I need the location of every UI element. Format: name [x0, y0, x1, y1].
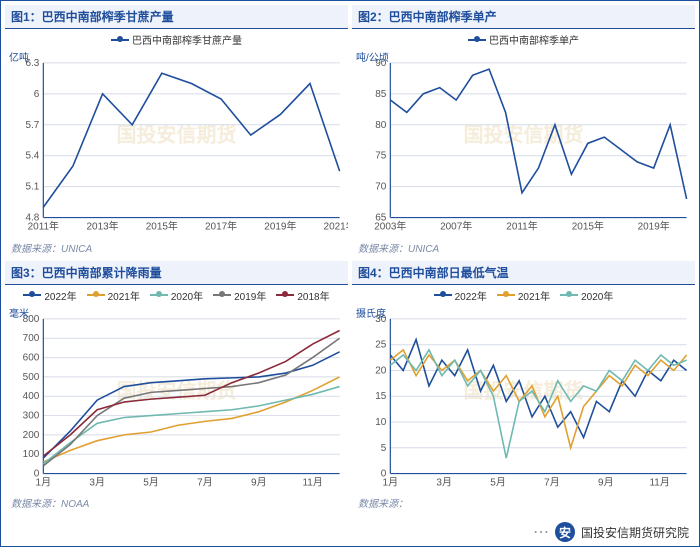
wechat-icon: ⋯: [533, 522, 549, 542]
panel-2-title: 图2：巴西中南部榨季单产: [352, 5, 695, 29]
svg-text:1月: 1月: [383, 476, 399, 488]
svg-text:2015年: 2015年: [572, 220, 604, 233]
svg-text:9月: 9月: [598, 476, 614, 488]
panel-1-source: 数据来源：UNICA: [5, 238, 348, 257]
panel-3-title: 图3：巴西中南部累计降雨量: [5, 261, 348, 285]
svg-text:2011年: 2011年: [28, 220, 59, 233]
svg-text:80: 80: [375, 120, 387, 131]
svg-text:2015年: 2015年: [146, 220, 178, 233]
svg-text:5.1: 5.1: [25, 182, 39, 193]
svg-text:2003年: 2003年: [374, 220, 406, 233]
svg-text:2017年: 2017年: [205, 220, 237, 233]
panel-4-source: 数据来源：: [352, 493, 695, 512]
svg-text:15: 15: [375, 391, 387, 402]
svg-text:1月: 1月: [36, 476, 52, 488]
svg-text:2013年: 2013年: [86, 220, 118, 233]
svg-text:600: 600: [23, 352, 40, 363]
brand-icon: 安: [555, 522, 575, 542]
svg-text:11月: 11月: [650, 476, 670, 488]
svg-text:700: 700: [23, 333, 40, 344]
svg-text:5.4: 5.4: [25, 151, 39, 162]
panel-2: 图2：巴西中南部榨季单产 国投安信期货6570758085902003年2007…: [352, 5, 695, 257]
panel-2-source: 数据来源：UNICA: [352, 238, 695, 257]
panel-4-chart: 国投安信期货0510152025301月3月5月7月9月11月2022年2021…: [352, 285, 695, 494]
panel-1: 图1：巴西中南部榨季甘蔗产量 国投安信期货4.85.15.45.766.3201…: [5, 5, 348, 257]
svg-text:5月: 5月: [490, 476, 506, 488]
svg-text:9月: 9月: [251, 476, 267, 488]
svg-text:70: 70: [375, 182, 387, 193]
svg-text:400: 400: [23, 391, 40, 402]
svg-text:5: 5: [381, 442, 387, 453]
svg-text:75: 75: [375, 151, 387, 162]
svg-text:2007年: 2007年: [440, 220, 472, 233]
svg-text:20: 20: [375, 365, 387, 376]
svg-text:25: 25: [375, 339, 387, 350]
panel-1-chart: 国投安信期货4.85.15.45.766.32011年2013年2015年201…: [5, 29, 348, 238]
svg-text:2019年: 2019年: [264, 220, 296, 233]
svg-text:2019年: 2019年: [638, 220, 670, 233]
panel-3-source: 数据来源：NOAA: [5, 493, 348, 512]
svg-text:7月: 7月: [197, 476, 213, 488]
svg-text:100: 100: [23, 449, 40, 460]
svg-text:300: 300: [23, 410, 40, 421]
panel-3-chart: 国投安信期货01002003004005006007008001月3月5月7月9…: [5, 285, 348, 494]
svg-text:3月: 3月: [436, 476, 452, 488]
svg-text:2011年: 2011年: [506, 220, 537, 233]
svg-text:5.7: 5.7: [25, 120, 39, 131]
svg-text:6: 6: [34, 89, 40, 100]
svg-text:2021年: 2021年: [324, 220, 348, 233]
panel-2-chart: 国投安信期货6570758085902003年2007年2011年2015年20…: [352, 29, 695, 238]
svg-text:200: 200: [23, 429, 40, 440]
svg-text:500: 500: [23, 371, 40, 382]
panel-3: 图3：巴西中南部累计降雨量 国投安信期货01002003004005006007…: [5, 261, 348, 513]
svg-text:85: 85: [375, 89, 387, 100]
panel-4-title: 图4：巴西中南部日最低气温: [352, 261, 695, 285]
svg-text:11月: 11月: [303, 476, 323, 488]
svg-text:5月: 5月: [143, 476, 159, 488]
footer-text: 国投安信期货研究院: [581, 524, 689, 541]
svg-text:7月: 7月: [544, 476, 560, 488]
svg-text:10: 10: [375, 416, 387, 427]
chart-grid: 图1：巴西中南部榨季甘蔗产量 国投安信期货4.85.15.45.766.3201…: [1, 1, 699, 516]
panel-4: 图4：巴西中南部日最低气温 国投安信期货0510152025301月3月5月7月…: [352, 261, 695, 513]
svg-text:3月: 3月: [89, 476, 105, 488]
footer: ⋯ 安 国投安信期货研究院: [533, 522, 689, 542]
panel-1-title: 图1：巴西中南部榨季甘蔗产量: [5, 5, 348, 29]
